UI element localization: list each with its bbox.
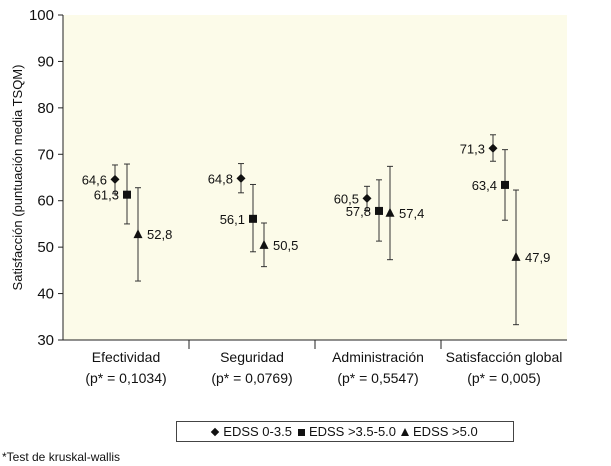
legend-label-series-2: EDSS >3.5-5.0	[308, 424, 397, 439]
x-tick-sublabel: (p* = 0,1034)	[85, 370, 166, 386]
y-axis: 30 40 50 60 70 80 90 100	[29, 7, 64, 349]
data-label: 50,5	[273, 238, 298, 253]
y-axis-title: Satisfacción (puntuación media TSQM)	[10, 65, 25, 291]
x-axis: Efectividad (p* = 0,1034) Seguridad (p* = 0…	[63, 339, 567, 386]
y-tick-label: 30	[37, 332, 54, 349]
data-point-triangle	[385, 207, 395, 217]
data-label: 47,9	[525, 250, 550, 265]
legend-label-series-1: EDSS 0-3.5	[223, 424, 292, 439]
y-tick-label: 80	[37, 100, 54, 117]
y-tick-label: 100	[29, 7, 54, 24]
x-tick-label: Efectividad	[92, 349, 160, 365]
data-label: 56,1	[220, 212, 245, 227]
legend-item-series-3: EDSS >5.0	[400, 424, 478, 439]
data-label: 64,8	[208, 171, 233, 186]
x-tick-sublabel: (p* = 0,005)	[467, 370, 541, 386]
x-tick-label: Satisfacción global	[446, 349, 563, 365]
x-tick-sublabel: (p* = 0,0769)	[211, 370, 292, 386]
footnote: *Test de kruskal-wallis	[2, 450, 121, 464]
legend: EDSS 0-3.5 EDSS >3.5-5.0 EDSS >5.0	[176, 421, 514, 442]
data-point-square	[501, 180, 509, 189]
data-point-square	[249, 214, 257, 223]
x-tick-label: Administración	[332, 349, 424, 365]
data-point-diamond	[236, 173, 246, 183]
data-point-diamond	[110, 174, 120, 184]
y-tick-label: 40	[37, 286, 54, 303]
y-tick-label: 70	[37, 146, 54, 163]
data-label: 52,8	[147, 227, 172, 242]
data-label: 60,5	[334, 191, 359, 206]
plot-area	[63, 15, 567, 340]
data-point-triangle	[133, 229, 143, 239]
data-label: 64,6	[82, 172, 107, 187]
x-tick-label: Seguridad	[220, 349, 284, 365]
data-point-square	[375, 206, 383, 215]
legend-item-series-2: EDSS >3.5-5.0	[296, 424, 396, 439]
data-point-diamond	[362, 193, 372, 203]
data-point-triangle	[259, 239, 269, 249]
legend-label-series-3: EDSS >5.0	[413, 424, 478, 439]
data-label: 57,4	[399, 206, 424, 221]
data-point-triangle	[511, 251, 521, 261]
legend-item-series-1: EDSS 0-3.5	[210, 424, 292, 439]
data-labels: 64,6 64,8 60,5 71,3 61,3 56,1 57,8 63,4 52,8 50,5…	[82, 141, 551, 265]
data-label: 57,8	[346, 204, 371, 219]
data-label: 71,3	[460, 141, 485, 156]
data-points	[110, 143, 521, 261]
triangle-marker-icon	[400, 427, 410, 437]
x-tick-sublabel: (p* = 0,5547)	[337, 370, 418, 386]
square-marker-icon	[296, 427, 306, 437]
data-label: 61,3	[94, 188, 119, 203]
y-tick-label: 90	[37, 53, 54, 70]
diamond-marker-icon	[210, 427, 220, 437]
data-point-square	[123, 190, 131, 199]
y-tick-label: 50	[37, 239, 54, 256]
y-tick-label: 60	[37, 193, 54, 210]
data-label: 63,4	[472, 178, 497, 193]
data-point-diamond	[488, 143, 498, 153]
